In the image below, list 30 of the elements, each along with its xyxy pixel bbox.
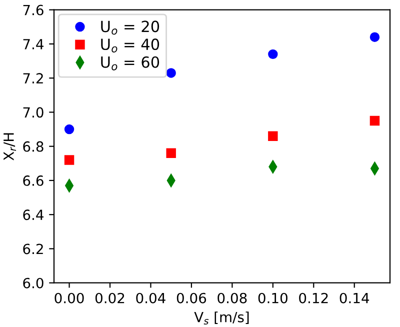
legend-label: U$_{o}$ = 60 [101, 56, 160, 70]
legend-label: U$_{o}$ = 20 [101, 20, 160, 35]
x-axis-title: V$_{s}$ [m/s] [194, 312, 249, 325]
y-tick-label: 6.0 [23, 278, 44, 288]
point [64, 124, 74, 134]
point [64, 155, 74, 165]
point [370, 116, 380, 126]
x-tick-label: 0.08 [218, 292, 247, 304]
x-tick-label: 0.00 [54, 292, 84, 304]
y-tick-label: 6.4 [23, 210, 44, 220]
y-tick-label: 7.0 [23, 107, 44, 118]
x-tick-label: 0.14 [340, 292, 370, 304]
y-axis-title: X$_{r}$/H [4, 133, 16, 160]
y-tick-label: 6.2 [23, 244, 43, 254]
x-tick-label: 0.02 [95, 292, 124, 304]
point [370, 32, 380, 42]
x-tick-label: 0.10 [258, 292, 288, 304]
legend-label: U$_{o}$ = 40 [101, 38, 160, 52]
point [268, 49, 278, 60]
y-tick-label: 7.4 [23, 39, 44, 50]
point [268, 131, 278, 141]
y-tick-label: 7.2 [23, 73, 43, 84]
point [166, 148, 176, 158]
x-tick-label: 0.12 [299, 292, 328, 304]
x-tick-label: 0.04 [136, 292, 166, 304]
y-tick-label: 6.8 [23, 141, 44, 152]
point [166, 68, 176, 78]
y-tick-label: 7.6 [23, 4, 44, 16]
y-tick-label: 6.6 [23, 175, 44, 186]
x-tick-label: 0.06 [176, 292, 206, 304]
